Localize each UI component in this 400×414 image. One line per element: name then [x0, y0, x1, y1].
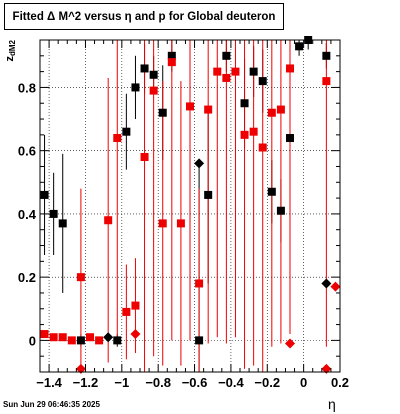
data-point-square	[58, 219, 67, 228]
x-tick-label: −0.6	[182, 375, 208, 390]
x-tick-label: −0.2	[254, 375, 280, 390]
data-point-square	[295, 42, 304, 51]
x-tick-label: −0.8	[145, 375, 171, 390]
data-point-square	[249, 127, 258, 136]
data-point-square	[240, 99, 249, 108]
data-point-square	[286, 134, 294, 143]
data-point-square	[222, 73, 231, 82]
data-point-square	[276, 206, 285, 215]
data-point-square	[140, 64, 149, 73]
data-point-square	[186, 102, 194, 111]
y-tick-label: 0	[29, 333, 36, 348]
data-point-square	[276, 105, 285, 114]
data-point-square	[258, 77, 267, 86]
data-point-diamond	[130, 329, 141, 340]
x-tick-label: 0	[300, 375, 307, 390]
data-point-square	[204, 105, 213, 114]
data-point-diamond	[330, 281, 341, 292]
y-tick-label: 0.2	[18, 270, 36, 285]
x-tick-label: −0.4	[218, 375, 244, 390]
data-point-square	[249, 67, 258, 76]
data-point-diamond	[321, 363, 332, 374]
timestamp: Sun Jun 29 06:46:35 2025	[3, 400, 100, 409]
data-markers	[40, 36, 341, 374]
data-point-square	[40, 190, 49, 199]
data-point-square	[113, 134, 122, 143]
data-point-square	[195, 279, 204, 288]
data-point-square	[40, 330, 49, 339]
data-point-square	[104, 216, 113, 225]
data-point-square	[222, 51, 231, 60]
data-point-square	[122, 307, 131, 316]
data-point-square	[131, 83, 140, 92]
data-point-diamond	[194, 158, 205, 169]
data-point-square	[149, 70, 158, 79]
data-point-square	[195, 336, 204, 345]
data-point-diamond	[75, 363, 86, 374]
data-point-square	[86, 333, 94, 342]
data-point-square	[113, 336, 122, 345]
data-point-square	[158, 219, 167, 228]
data-point-square	[49, 209, 58, 218]
data-point-diamond	[321, 278, 332, 289]
x-tick-label: −1.2	[73, 375, 99, 390]
data-point-square	[240, 130, 249, 139]
y-tick-label: 0.4	[18, 207, 37, 222]
data-point-diamond	[103, 332, 114, 343]
data-point-square	[167, 51, 176, 60]
data-point-square	[267, 187, 276, 196]
data-point-square	[167, 58, 176, 67]
data-point-square	[131, 301, 140, 310]
data-point-square	[176, 219, 185, 228]
data-point-square	[149, 86, 158, 95]
x-axis-label: η	[328, 396, 336, 412]
data-point-square	[213, 67, 222, 76]
data-point-square	[258, 143, 267, 152]
error-bars	[44, 40, 327, 372]
plot-frame	[39, 39, 341, 373]
data-point-square	[267, 108, 276, 117]
data-point-square	[67, 336, 76, 345]
data-point-square	[49, 333, 58, 342]
data-point-square	[322, 77, 331, 86]
data-point-square	[122, 127, 131, 136]
data-point-square	[58, 333, 67, 342]
data-point-square	[158, 108, 167, 117]
y-axis-label: zdM2	[4, 40, 18, 62]
x-tick-label: −1.4	[36, 375, 62, 390]
data-point-square	[286, 64, 294, 73]
data-point-square	[204, 190, 213, 199]
y-tick-label: 0.6	[18, 144, 36, 159]
x-tick-label: 0.2	[331, 375, 349, 390]
data-point-diamond	[285, 338, 295, 349]
axes: −1.4 −1.2 −1 −0.8 −0.6 −0.4 −0.2 0 0.2 0 0.2 0.4 0.6…	[18, 39, 349, 390]
data-point-square	[95, 336, 104, 345]
y-tick-label: 0.8	[18, 80, 36, 95]
data-point-square	[76, 336, 85, 345]
data-point-square	[140, 152, 149, 161]
data-point-square	[322, 51, 331, 60]
data-point-square	[231, 67, 240, 76]
chart-title: Fitted Δ M^2 versus η and p for Global d…	[4, 3, 284, 30]
x-tick-label: −1	[114, 375, 129, 390]
data-point-square	[76, 273, 85, 282]
